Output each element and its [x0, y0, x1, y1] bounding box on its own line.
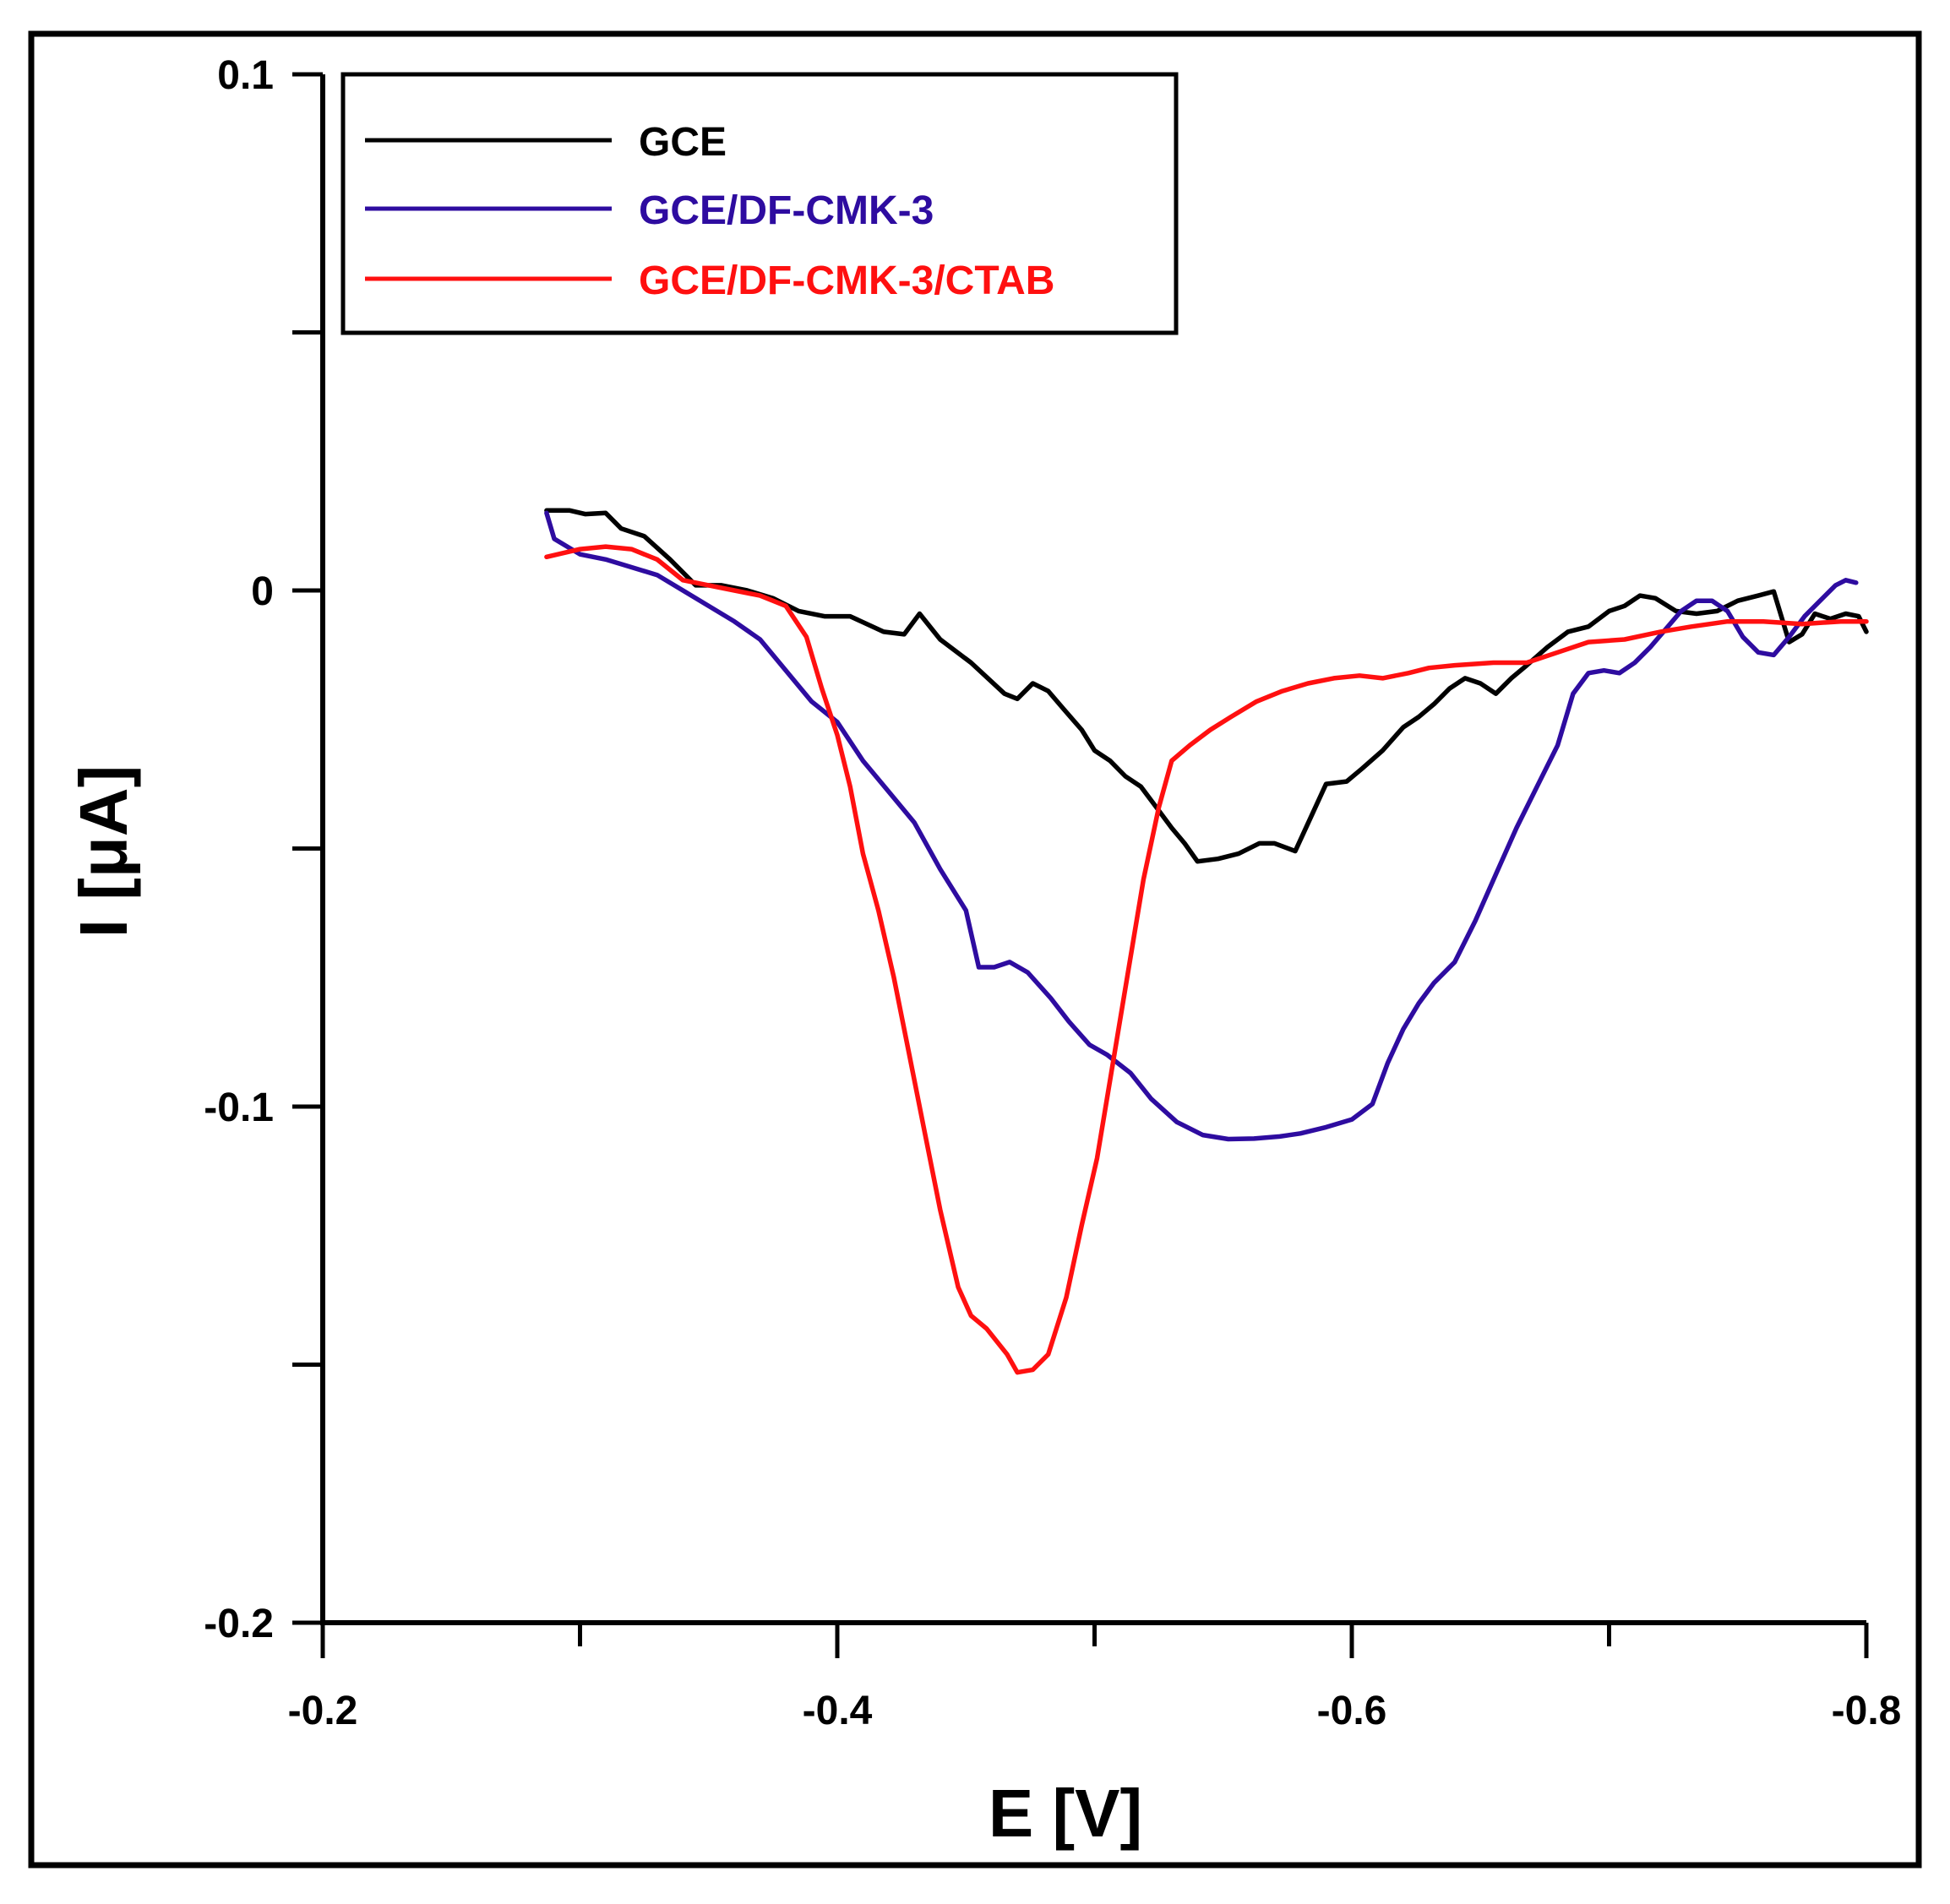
x-tick-label: -0.6 — [1317, 1689, 1387, 1733]
x-tick-label: -0.8 — [1832, 1689, 1902, 1733]
series-line-gce-df-cmk-3-ctab — [544, 544, 1869, 1375]
y-axis-title: I [μA] — [66, 765, 141, 938]
series-line-gce-df-cmk-3 — [544, 510, 1859, 1142]
y-tick-label: -0.2 — [204, 1602, 274, 1646]
y-tick-label: -0.1 — [204, 1085, 274, 1130]
legend-box — [340, 72, 1179, 335]
series-layer — [544, 508, 1869, 1375]
figure-frame — [28, 30, 1922, 1869]
x-axis-title: E [V] — [989, 1776, 1142, 1851]
x-tick-label: -0.4 — [803, 1689, 873, 1733]
ticks-layer: 0.1 0 -0.1 -0.2 -0.2 -0.4 -0.6 -0.8 — [204, 53, 1901, 1733]
y-tick-label: 0.1 — [217, 53, 274, 98]
legend: GCE GCE/DF-CMK-3 GCE/DF-CMK-3/CTAB — [340, 72, 1179, 335]
y-tick-label: 0 — [251, 569, 274, 614]
legend-label-gce-df-cmk-3-ctab: GCE/DF-CMK-3/CTAB — [639, 258, 1054, 303]
x-tick-label: -0.2 — [288, 1689, 358, 1733]
legend-label-gce: GCE — [639, 120, 727, 165]
legend-label-gce-df-cmk-3: GCE/DF-CMK-3 — [639, 188, 934, 233]
